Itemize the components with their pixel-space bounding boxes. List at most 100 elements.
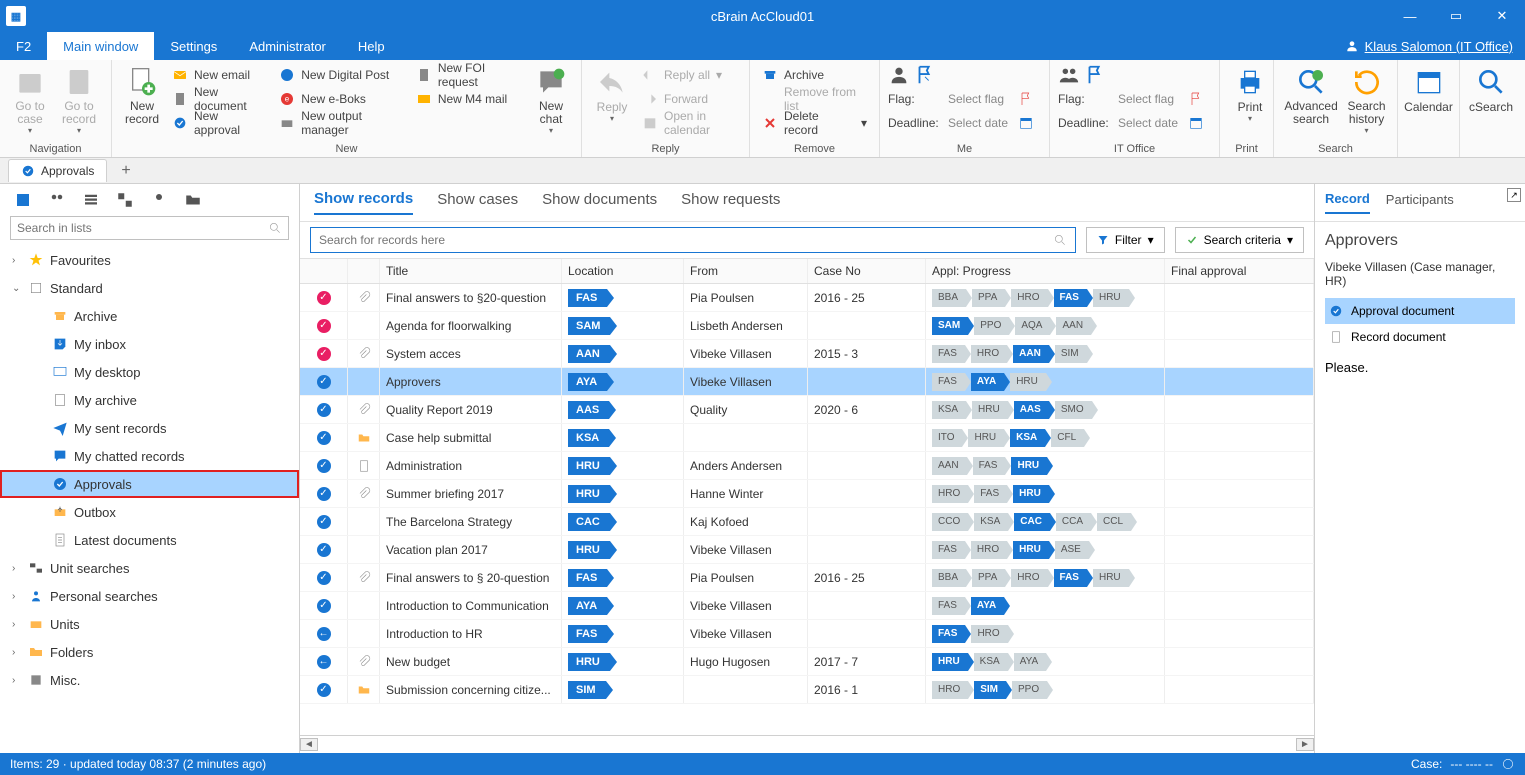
table-row[interactable]: ✓Case help submittalKSAITOHRUKSACFL [300,424,1314,452]
tree-item-misc[interactable]: ›Misc. [0,666,299,694]
tree-item-unit-searches[interactable]: ›Unit searches [0,554,299,582]
tree-item-folders[interactable]: ›Folders [0,638,299,666]
tree-item-latest-documents[interactable]: Latest documents [0,526,299,554]
ribbon-group-search: Search [1274,143,1397,155]
user-menu[interactable]: Klaus Salomon (IT Office) [1333,32,1525,60]
select-date-office[interactable]: Select date [1118,116,1184,130]
archive-button[interactable]: Archive [758,64,871,86]
select-flag-me[interactable]: Select flag [948,92,1014,106]
forward-button[interactable]: Forward [638,88,741,110]
sidebar-search-input[interactable] [17,221,268,235]
col-from[interactable]: From [684,259,808,283]
tree-item-my-archive[interactable]: My archive [0,386,299,414]
table-row[interactable]: ✓Submission concerning citize...SIM2016 … [300,676,1314,704]
calendar-button[interactable]: Calendar [1406,64,1451,157]
tab-show-records[interactable]: Show records [314,190,413,215]
tree-item-personal-searches[interactable]: ›Personal searches [0,582,299,610]
table-row[interactable]: ←New budgetHRUHugo Hugosen2017 - 7HRUKSA… [300,648,1314,676]
col-location[interactable]: Location [562,259,684,283]
new-document-button[interactable]: New document [168,88,271,110]
tree-item-approvals[interactable]: Approvals [0,470,299,498]
horizontal-scrollbar[interactable]: ◄► [300,735,1314,753]
table-row[interactable]: ✓ApproversAYAVibeke VillasenFASAYAHRU [300,368,1314,396]
new-approval-button[interactable]: New approval [168,112,271,134]
table-row[interactable]: ←Introduction to HRFASVibeke VillasenFAS… [300,620,1314,648]
tab-show-cases[interactable]: Show cases [437,191,518,214]
table-row[interactable]: ✓AdministrationHRUAnders AndersenAANFASH… [300,452,1314,480]
flag-icon[interactable] [1188,91,1204,107]
sidebar-view1-icon[interactable] [14,191,32,209]
sidebar-view4-icon[interactable] [116,191,134,209]
records-search-input[interactable] [319,233,1053,247]
table-row[interactable]: ✓Summer briefing 2017HRUHanne WinterHROF… [300,480,1314,508]
sidebar-view3-icon[interactable] [82,191,100,209]
tree-item-outbox[interactable]: Outbox [0,498,299,526]
select-date-me[interactable]: Select date [948,116,1014,130]
table-row[interactable]: ✓Final answers to § 20-questionFASPia Po… [300,564,1314,592]
reply-all-button[interactable]: Reply all ▾ [638,64,741,86]
sidebar-search[interactable] [10,216,289,240]
date-icon[interactable] [1188,115,1204,131]
search-criteria-button[interactable]: Search criteria ▾ [1175,227,1304,253]
table-row[interactable]: ✓Quality Report 2019AASQuality2020 - 6KS… [300,396,1314,424]
col-title[interactable]: Title [380,259,562,283]
tree-item-my-chatted-records[interactable]: My chatted records [0,442,299,470]
tab-show-requests[interactable]: Show requests [681,191,780,214]
new-output-manager-button[interactable]: New output manager [275,112,408,134]
records-search[interactable] [310,227,1076,253]
tree-item-standard[interactable]: ⌄Standard [0,274,299,302]
approval-document[interactable]: Approval document [1325,298,1515,324]
menu-main-window[interactable]: Main window [47,32,154,60]
add-tab-button[interactable]: + [111,158,140,184]
menu-f2[interactable]: F2 [0,32,47,60]
open-calendar-button[interactable]: Open in calendar [638,112,741,134]
date-icon[interactable] [1018,115,1034,131]
tree-item-my-inbox[interactable]: My inbox [0,330,299,358]
sidebar-view5-icon[interactable] [150,191,168,209]
tree-item-my-desktop[interactable]: My desktop [0,358,299,386]
close-button[interactable]: ✕ [1479,0,1525,32]
delete-record-button[interactable]: Delete record ▾ [758,112,871,134]
remove-from-list-button[interactable]: Remove from list [758,88,871,110]
new-digital-post-button[interactable]: New Digital Post [275,64,408,86]
sidebar-view6-icon[interactable] [184,191,202,209]
app-title: cBrain AcCloud01 [711,9,814,24]
filter-button[interactable]: Filter ▾ [1086,227,1165,253]
tab-approvals[interactable]: Approvals [8,159,107,182]
table-row[interactable]: ✓Vacation plan 2017HRUVibeke VillasenFAS… [300,536,1314,564]
maximize-button[interactable]: ▭ [1433,0,1479,32]
table-row[interactable]: ✓Final answers to §20-questionFASPia Pou… [300,284,1314,312]
menu-settings[interactable]: Settings [154,32,233,60]
table-row[interactable]: ✓Agenda for floorwalkingSAMLisbeth Ander… [300,312,1314,340]
tree-item-archive[interactable]: Archive [0,302,299,330]
select-flag-office[interactable]: Select flag [1118,92,1184,106]
rp-tab-participants[interactable]: Participants [1386,192,1454,213]
csearch-button[interactable]: cSearch [1468,64,1514,157]
tree-item-my-sent-records[interactable]: My sent records [0,414,299,442]
table-row[interactable]: ✓The Barcelona StrategyCACKaj KofoedCCOK… [300,508,1314,536]
new-email-button[interactable]: New email [168,64,271,86]
flag-icon[interactable] [1018,91,1034,107]
col-progress[interactable]: Appl: Progress [926,259,1165,283]
sidebar-view2-icon[interactable] [48,191,66,209]
statusbar: Items: 29 · updated today 08:37 (2 minut… [0,753,1525,775]
table-row[interactable]: ✓System accesAANVibeke Villasen2015 - 3F… [300,340,1314,368]
new-m4-button[interactable]: New M4 mail [412,88,525,110]
new-eboks-button[interactable]: eNew e-Boks [275,88,408,110]
record-document[interactable]: Record document [1325,324,1515,350]
col-case-no[interactable]: Case No [808,259,926,283]
menu-help[interactable]: Help [342,32,401,60]
tree-item-units[interactable]: ›Units [0,610,299,638]
status-left: Items: 29 · updated today 08:37 (2 minut… [10,757,266,771]
table-row[interactable]: ✓Introduction to CommunicationAYAVibeke … [300,592,1314,620]
tab-show-documents[interactable]: Show documents [542,191,657,214]
col-final-approval[interactable]: Final approval [1165,259,1314,283]
menu-administrator[interactable]: Administrator [233,32,342,60]
expand-button[interactable]: ↗ [1507,188,1521,202]
new-foi-button[interactable]: New FOI request [412,64,525,86]
rp-tab-record[interactable]: Record [1325,191,1370,214]
archive-icon [762,67,778,83]
person-icon [888,64,910,86]
tree-item-favourites[interactable]: ›Favourites [0,246,299,274]
minimize-button[interactable]: — [1387,0,1433,32]
